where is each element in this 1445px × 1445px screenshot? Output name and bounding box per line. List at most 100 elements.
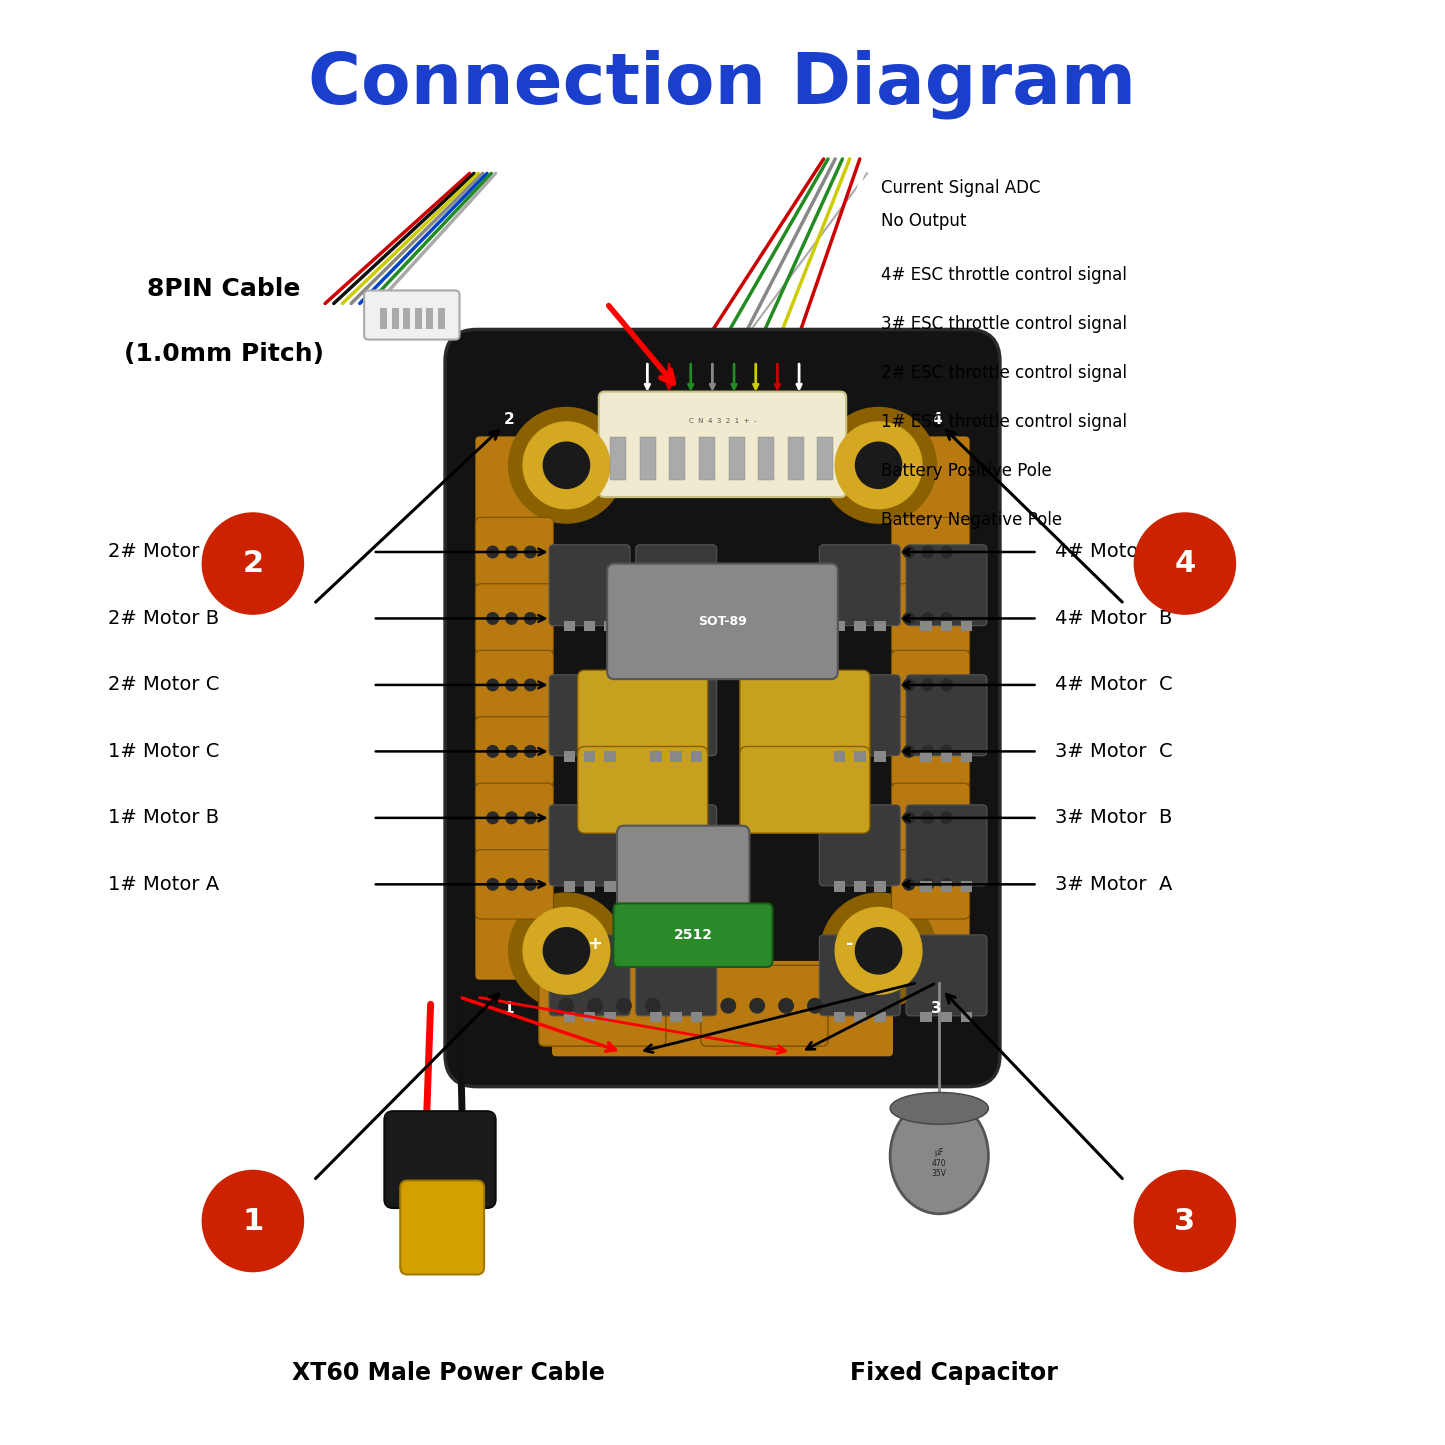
FancyBboxPatch shape [475, 517, 553, 587]
FancyBboxPatch shape [740, 747, 870, 834]
FancyBboxPatch shape [892, 584, 970, 653]
Bar [584, 621, 595, 631]
FancyBboxPatch shape [475, 717, 553, 786]
FancyBboxPatch shape [445, 329, 1000, 1087]
Circle shape [941, 613, 952, 624]
Bar [670, 751, 682, 762]
Circle shape [1134, 1170, 1235, 1272]
Circle shape [506, 746, 517, 757]
FancyBboxPatch shape [892, 717, 970, 786]
FancyBboxPatch shape [636, 675, 717, 756]
Bar [650, 621, 662, 631]
Bar [788, 438, 803, 480]
FancyBboxPatch shape [892, 783, 970, 853]
Bar [380, 308, 387, 329]
Text: 2# Motor C: 2# Motor C [108, 675, 220, 695]
Circle shape [903, 879, 915, 890]
Bar [941, 751, 952, 762]
Bar [650, 881, 662, 892]
FancyBboxPatch shape [607, 564, 838, 679]
Circle shape [525, 746, 536, 757]
Text: 2: 2 [243, 549, 263, 578]
Circle shape [509, 893, 624, 1009]
Circle shape [835, 422, 922, 509]
Bar [728, 438, 744, 480]
Circle shape [922, 546, 933, 558]
FancyBboxPatch shape [906, 675, 987, 756]
Bar [604, 881, 616, 892]
Circle shape [922, 812, 933, 824]
Text: -: - [847, 935, 854, 952]
Text: 2# ESC throttle control signal: 2# ESC throttle control signal [881, 364, 1127, 381]
Bar [961, 1011, 972, 1022]
Text: SOT-89: SOT-89 [698, 616, 747, 627]
Ellipse shape [890, 1092, 988, 1124]
Bar [640, 438, 656, 480]
Circle shape [941, 679, 952, 691]
Circle shape [721, 998, 736, 1013]
Text: (1.0mm Pitch): (1.0mm Pitch) [124, 342, 324, 366]
Bar [438, 308, 445, 329]
Bar [691, 751, 702, 762]
Bar [610, 438, 626, 480]
Text: 3# Motor  B: 3# Motor B [1055, 808, 1172, 828]
Bar [818, 438, 834, 480]
Text: Connection Diagram: Connection Diagram [308, 49, 1137, 118]
Circle shape [941, 812, 952, 824]
Text: 2# Motor A: 2# Motor A [108, 542, 220, 562]
Circle shape [808, 998, 822, 1013]
Text: 2512: 2512 [673, 928, 712, 942]
Circle shape [646, 998, 660, 1013]
Text: 1: 1 [243, 1207, 263, 1235]
Circle shape [903, 746, 915, 757]
FancyBboxPatch shape [819, 805, 900, 886]
Bar [759, 438, 775, 480]
Circle shape [835, 907, 922, 994]
Circle shape [506, 879, 517, 890]
Text: μF
470
35V: μF 470 35V [932, 1149, 946, 1178]
Circle shape [903, 613, 915, 624]
Circle shape [922, 613, 933, 624]
Circle shape [525, 546, 536, 558]
FancyBboxPatch shape [552, 961, 893, 1056]
Circle shape [487, 546, 499, 558]
Circle shape [1134, 513, 1235, 614]
Bar [604, 621, 616, 631]
Bar [691, 1011, 702, 1022]
Circle shape [750, 998, 764, 1013]
Text: 3# Motor  A: 3# Motor A [1055, 874, 1172, 894]
FancyBboxPatch shape [892, 517, 970, 587]
Circle shape [543, 928, 590, 974]
Text: 1# Motor A: 1# Motor A [108, 874, 220, 894]
Circle shape [559, 998, 574, 1013]
Bar [961, 881, 972, 892]
Circle shape [506, 679, 517, 691]
Text: 4# Motor  C: 4# Motor C [1055, 675, 1172, 695]
Circle shape [855, 442, 902, 488]
Circle shape [941, 879, 952, 890]
Text: 1# Motor C: 1# Motor C [108, 741, 220, 762]
Circle shape [941, 546, 952, 558]
Text: C  N  4  3  2  1  +  -: C N 4 3 2 1 + - [689, 418, 756, 423]
Circle shape [525, 679, 536, 691]
Text: 4# ESC throttle control signal: 4# ESC throttle control signal [881, 266, 1127, 283]
Bar [874, 751, 886, 762]
Circle shape [487, 679, 499, 691]
FancyBboxPatch shape [892, 650, 970, 720]
Circle shape [525, 812, 536, 824]
Circle shape [506, 812, 517, 824]
Text: Fixed Capacitor: Fixed Capacitor [850, 1361, 1058, 1384]
FancyBboxPatch shape [906, 545, 987, 626]
Bar [874, 621, 886, 631]
Circle shape [506, 613, 517, 624]
Text: No Output: No Output [881, 212, 967, 230]
Bar [920, 621, 932, 631]
Circle shape [487, 746, 499, 757]
Bar [699, 438, 715, 480]
Bar [691, 621, 702, 631]
Bar [920, 1011, 932, 1022]
Bar [584, 751, 595, 762]
Bar [650, 751, 662, 762]
Circle shape [509, 407, 624, 523]
Circle shape [922, 746, 933, 757]
